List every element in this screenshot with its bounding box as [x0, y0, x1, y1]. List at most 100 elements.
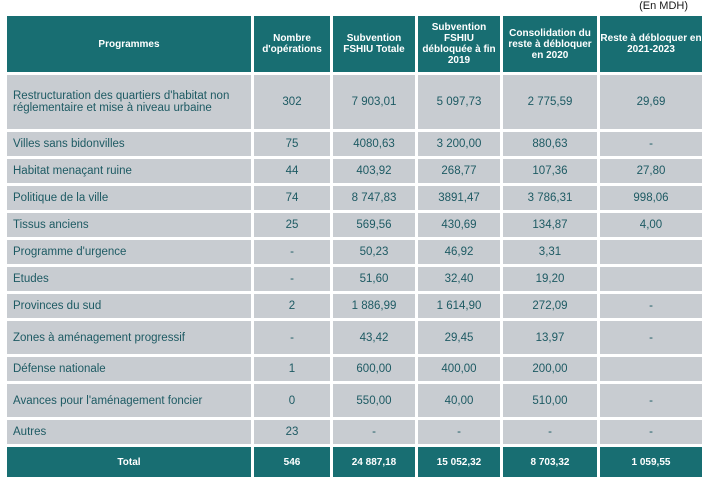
cell-reste: - — [600, 294, 702, 318]
total-consolidation: 8 703,32 — [503, 447, 597, 477]
cell-debloquee: 29,45 — [418, 321, 500, 354]
cell-total: 51,60 — [333, 267, 415, 291]
cell-ops: 0 — [254, 384, 330, 417]
table-row: Villes sans bidonvilles 75 4080,63 3 200,00… — [7, 132, 702, 156]
cell-reste: - — [600, 132, 702, 156]
cell-programme: Villes sans bidonvilles — [7, 132, 251, 156]
cell-consolidation: 272,09 — [503, 294, 597, 318]
cell-programme: Habitat menaçant ruine — [7, 159, 251, 183]
cell-ops: - — [254, 267, 330, 291]
cell-reste — [600, 240, 702, 264]
programmes-table: Programmes Nombre d'opérations Subventio… — [4, 13, 704, 480]
cell-ops: 75 — [254, 132, 330, 156]
cell-reste: - — [600, 420, 702, 444]
total-ops: 546 — [254, 447, 330, 477]
cell-reste — [600, 267, 702, 291]
cell-total: 7 903,01 — [333, 75, 415, 129]
cell-reste: 998,06 — [600, 186, 702, 210]
cell-total: 600,00 — [333, 357, 415, 381]
cell-reste: - — [600, 384, 702, 417]
total-row: Total 546 24 887,18 15 052,32 8 703,32 1… — [7, 447, 702, 477]
cell-reste: 29,69 — [600, 75, 702, 129]
cell-ops: 302 — [254, 75, 330, 129]
header-reste-a-debloquer: Reste à débloquer en 2021-2023 — [600, 16, 702, 72]
total-label: Total — [7, 447, 251, 477]
cell-consolidation: 880,63 — [503, 132, 597, 156]
cell-ops: 25 — [254, 213, 330, 237]
cell-debloquee: 3 200,00 — [418, 132, 500, 156]
cell-total: 4080,63 — [333, 132, 415, 156]
table-row: Restructuration des quartiers d'habitat … — [7, 75, 702, 129]
cell-consolidation: 3 786,31 — [503, 186, 597, 210]
cell-programme: Avances pour l'aménagement foncier — [7, 384, 251, 417]
cell-ops: - — [254, 321, 330, 354]
cell-programme: Provinces du sud — [7, 294, 251, 318]
cell-programme: Politique de la ville — [7, 186, 251, 210]
cell-programme: Programme d'urgence — [7, 240, 251, 264]
cell-consolidation: 3,31 — [503, 240, 597, 264]
cell-total: 50,23 — [333, 240, 415, 264]
cell-debloquee: 5 097,73 — [418, 75, 500, 129]
total-subvention: 24 887,18 — [333, 447, 415, 477]
cell-ops: 1 — [254, 357, 330, 381]
cell-debloquee: 32,40 — [418, 267, 500, 291]
cell-debloquee: 46,92 — [418, 240, 500, 264]
header-row: Programmes Nombre d'opérations Subventio… — [7, 16, 702, 72]
header-subvention-totale: Subvention FSHIU Totale — [333, 16, 415, 72]
header-programmes: Programmes — [7, 16, 251, 72]
cell-programme: Autres — [7, 420, 251, 444]
table-row: Politique de la ville 74 8 747,83 3891,47 3 … — [7, 186, 702, 210]
header-subvention-debloquee: Subvention FSHIU débloquée à fin 2019 — [418, 16, 500, 72]
cell-debloquee: 1 614,90 — [418, 294, 500, 318]
cell-ops: 44 — [254, 159, 330, 183]
cell-consolidation: 134,87 — [503, 213, 597, 237]
unit-note: (En MDH) — [639, 0, 688, 12]
cell-reste: 4,00 — [600, 213, 702, 237]
cell-programme: Défense nationale — [7, 357, 251, 381]
cell-debloquee: 40,00 — [418, 384, 500, 417]
cell-total: - — [333, 420, 415, 444]
table-row: Zones à aménagement progressif -43,42 29,4… — [7, 321, 702, 354]
total-debloquee: 15 052,32 — [418, 447, 500, 477]
cell-debloquee: 268,77 — [418, 159, 500, 183]
cell-total: 43,42 — [333, 321, 415, 354]
cell-total: 550,00 — [333, 384, 415, 417]
cell-programme: Restructuration des quartiers d'habitat … — [7, 75, 251, 129]
cell-reste — [600, 357, 702, 381]
total-reste: 1 059,55 — [600, 447, 702, 477]
cell-programme: Etudes — [7, 267, 251, 291]
cell-total: 1 886,99 — [333, 294, 415, 318]
cell-debloquee: 3891,47 — [418, 186, 500, 210]
cell-ops: 2 — [254, 294, 330, 318]
table-row: Autres 23- - - - — [7, 420, 702, 444]
cell-debloquee: 400,00 — [418, 357, 500, 381]
cell-consolidation: 510,00 — [503, 384, 597, 417]
table-row: Programme d'urgence -50,23 46,92 3,31 — [7, 240, 702, 264]
cell-programme: Zones à aménagement progressif — [7, 321, 251, 354]
cell-ops: - — [254, 240, 330, 264]
cell-total: 403,92 — [333, 159, 415, 183]
cell-consolidation: 200,00 — [503, 357, 597, 381]
header-consolidation: Consolidation du reste à débloquer en 20… — [503, 16, 597, 72]
table-row: Provinces du sud 2 1 886,99 1 614,90 272,09- — [7, 294, 702, 318]
cell-reste: 27,80 — [600, 159, 702, 183]
table-row: Défense nationale 1 600,00 400,00 200,00 — [7, 357, 702, 381]
table-row: Tissus anciens 25 569,56 430,69 134,87 4,00 — [7, 213, 702, 237]
cell-debloquee: - — [418, 420, 500, 444]
cell-ops: 23 — [254, 420, 330, 444]
cell-debloquee: 430,69 — [418, 213, 500, 237]
cell-consolidation: 13,97 — [503, 321, 597, 354]
table-row: Etudes -51,60 32,40 19,20 — [7, 267, 702, 291]
cell-programme: Tissus anciens — [7, 213, 251, 237]
cell-consolidation: - — [503, 420, 597, 444]
cell-reste: - — [600, 321, 702, 354]
cell-ops: 74 — [254, 186, 330, 210]
cell-consolidation: 107,36 — [503, 159, 597, 183]
cell-total: 569,56 — [333, 213, 415, 237]
cell-consolidation: 19,20 — [503, 267, 597, 291]
cell-consolidation: 2 775,59 — [503, 75, 597, 129]
table-row: Avances pour l'aménagement foncier 0 550,0… — [7, 384, 702, 417]
table-row: Habitat menaçant ruine 44 403,92 268,77 107,… — [7, 159, 702, 183]
header-nombre-operations: Nombre d'opérations — [254, 16, 330, 72]
cell-total: 8 747,83 — [333, 186, 415, 210]
